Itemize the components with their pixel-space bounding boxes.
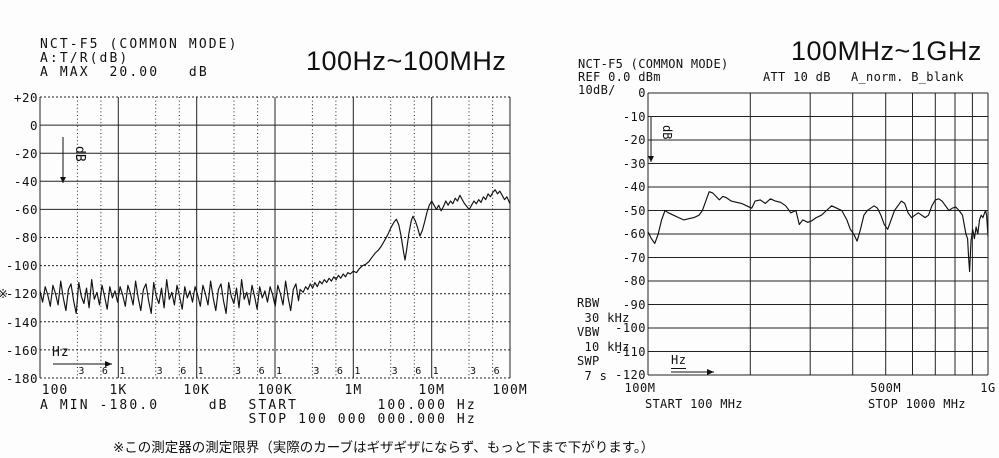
- left-x-minor-tick-label: 1: [432, 366, 439, 377]
- left-y-axis-unit-label: dB: [72, 146, 87, 162]
- left-x-axis-unit-label: Hz: [52, 345, 70, 360]
- left-x-minor-tick-label: 1: [119, 366, 126, 377]
- left-x-tick-label: 100: [41, 383, 69, 398]
- right-y-tick-label: -100: [615, 321, 646, 336]
- right-x-tick-label: 500M: [870, 381, 902, 395]
- left-x-minor-tick-label: 3: [235, 366, 242, 377]
- left-x-tick-label: 10K: [183, 383, 210, 398]
- left-y-tick-label: -140: [5, 314, 38, 330]
- right-y-tick-label: -40: [622, 180, 646, 195]
- left-y-tick-label: -60: [13, 202, 38, 218]
- right-chart-att-readout: ATT 10 dB: [763, 70, 831, 84]
- right-y-tick-label: -60: [622, 227, 646, 242]
- left-y-tick-label: -40: [13, 174, 38, 190]
- right-y-tick-label: -70: [622, 250, 646, 265]
- left-chart-footer: A MIN -180.0 dB START 100.000 Hz STOP 10…: [40, 398, 477, 428]
- left-x-tick-label: 100M: [492, 383, 528, 398]
- right-y-tick-label: -10: [622, 109, 646, 124]
- right-y-tick-label: -50: [622, 203, 646, 218]
- left-x-minor-tick-label: 3: [78, 366, 85, 377]
- left-x-minor-tick-label: 1: [275, 366, 283, 377]
- left-chart-header: NCT-F5 (COMMON MODE) A:T/R(dB) A MAX 20.…: [40, 37, 239, 81]
- left-x-tick-label: 100K: [257, 383, 293, 398]
- left-x-minor-tick-label: 6: [336, 366, 343, 377]
- left-y-tick-label: -20: [13, 145, 38, 161]
- right-db-arrowhead-icon: [648, 156, 654, 162]
- right-y-tick-label: -120: [615, 368, 646, 383]
- right-x-tick-label: 100M: [624, 381, 656, 395]
- left-y-tick-label: +20: [13, 89, 38, 105]
- left-y-tick-label: -100: [5, 258, 38, 274]
- left-x-minor-tick-label: 3: [156, 366, 163, 377]
- left-x-tick-label: 1K: [109, 383, 128, 398]
- right-chart-stop-readout: STOP 1000 MHz: [868, 397, 966, 411]
- right-y-tick-label: -110: [615, 344, 646, 359]
- left-x-minor-tick-label: 6: [101, 366, 108, 377]
- right-y-tick-label: -30: [622, 156, 646, 171]
- left-x-minor-tick-label: 6: [493, 366, 500, 377]
- right-chart-start-readout: START 100 MHz: [645, 397, 743, 411]
- left-x-minor-tick-label: 6: [415, 366, 422, 377]
- right-trace-curve: [647, 191, 989, 273]
- right-y-axis-unit-label: dB: [660, 125, 674, 139]
- left-x-minor-tick-label: 1: [197, 366, 204, 377]
- left-x-minor-tick-label: 1: [354, 366, 361, 377]
- left-y-tick-label: -80: [13, 230, 38, 246]
- left-y-tick-label: 0: [29, 117, 38, 133]
- left-x-minor-tick-label: 3: [313, 366, 320, 377]
- right-hz-arrowhead-icon: [707, 369, 714, 375]
- right-chart-title: 100MHz~1GHz: [791, 36, 982, 66]
- right-chart-header: NCT-F5 (COMMON MODE) REF 0.0 dBm 10dB/: [578, 57, 729, 97]
- left-y-tick-label: -180: [5, 370, 38, 386]
- left-x-minor-tick-label: 6: [258, 366, 265, 377]
- left-x-minor-tick-label: 3: [470, 366, 477, 377]
- right-chart-trace-mode: A_norm. B_blank: [851, 70, 964, 84]
- left-db-arrowhead-icon: [60, 177, 66, 183]
- left-trace-curve: [39, 189, 511, 314]
- left-chart-title: 100Hz~100MHz: [306, 46, 507, 76]
- right-x-axis-unit-label: Hz: [671, 353, 687, 369]
- left-chart-grid: [39, 96, 511, 379]
- right-y-tick-label: 0: [638, 86, 646, 101]
- measurement-limit-marker: ※: [0, 287, 8, 301]
- right-y-tick-label: -20: [622, 133, 646, 148]
- right-y-tick-label: -80: [622, 274, 646, 289]
- right-x-tick-label: 1G: [980, 381, 996, 395]
- left-x-minor-tick-label: 3: [391, 366, 398, 377]
- left-x-tick-label: 1M: [344, 383, 363, 398]
- right-chart-bandwidth-settings: RBW 30 kHz VBW 10 kHz SWP 7 s: [577, 296, 630, 383]
- measurement-limit-footnote: ※この測定器の測定限界（実際のカーブはギザギザにならず、もっと下まで下がります。…: [113, 440, 655, 456]
- right-chart-grid: [647, 92, 989, 376]
- left-y-tick-label: -120: [5, 286, 38, 302]
- left-x-minor-tick-label: 6: [180, 366, 187, 377]
- right-y-tick-label: -90: [622, 297, 646, 312]
- left-x-tick-label: 10M: [418, 383, 445, 398]
- left-y-tick-label: -160: [5, 342, 38, 358]
- left-hz-arrowhead-icon: [105, 361, 112, 367]
